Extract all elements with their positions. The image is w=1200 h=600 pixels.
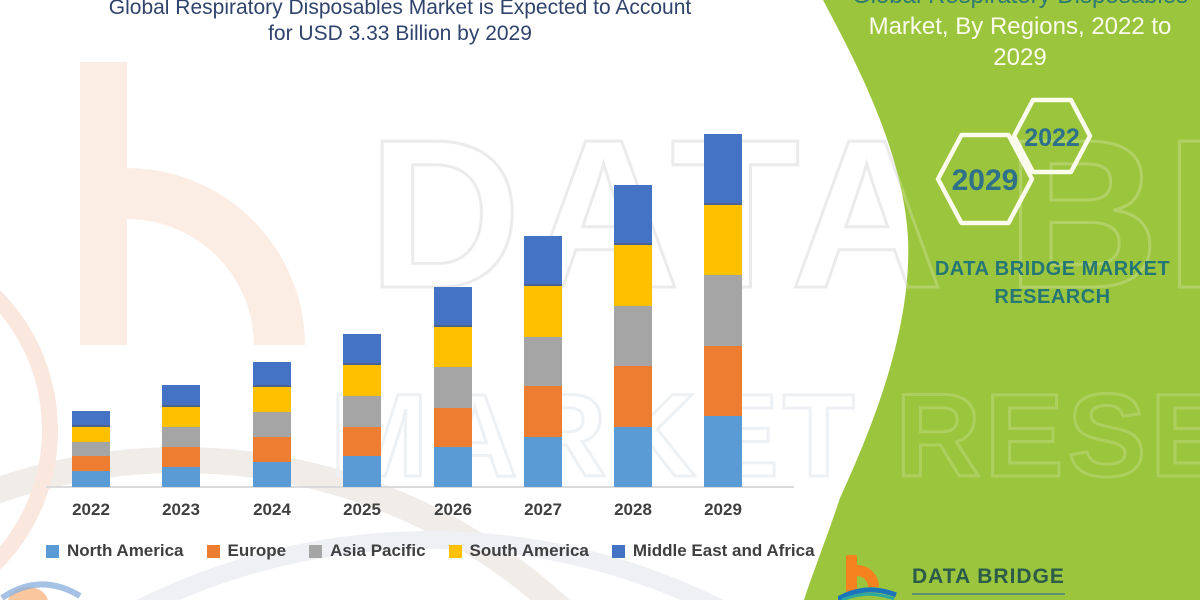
corner-logo-fragment-icon bbox=[0, 581, 82, 600]
segment-north-america-2029 bbox=[704, 415, 742, 487]
segment-north-america-2022 bbox=[72, 471, 110, 487]
segment-europe-2026 bbox=[434, 407, 472, 447]
segment-asia-pacific-2024 bbox=[253, 411, 291, 438]
footer-logo: DATA BRIDGE bbox=[838, 553, 1065, 600]
x-axis-line bbox=[46, 486, 794, 488]
segment-middle-east-and-africa-2028 bbox=[614, 184, 652, 246]
segment-asia-pacific-2028 bbox=[614, 305, 652, 367]
segment-asia-pacific-2027 bbox=[524, 336, 562, 387]
segment-north-america-2024 bbox=[253, 461, 291, 487]
legend-item-europe: Europe bbox=[206, 541, 287, 561]
segment-middle-east-and-africa-2027 bbox=[524, 235, 562, 286]
legend-swatch-icon bbox=[206, 544, 220, 558]
segment-asia-pacific-2029 bbox=[704, 275, 742, 347]
x-axis-label-2029: 2029 bbox=[704, 500, 742, 519]
segment-north-america-2023 bbox=[162, 466, 200, 487]
segment-south-america-2027 bbox=[524, 285, 562, 337]
hexagon-2029 bbox=[938, 135, 1032, 223]
x-axis-label-2027: 2027 bbox=[524, 500, 562, 519]
bar-2026 bbox=[434, 287, 472, 487]
hexagon-2029-label: 2029 bbox=[952, 164, 1019, 197]
segment-asia-pacific-2025 bbox=[343, 395, 381, 427]
segment-europe-2027 bbox=[524, 386, 562, 438]
segment-europe-2022 bbox=[72, 456, 110, 472]
segment-north-america-2028 bbox=[614, 426, 652, 487]
bar-2023 bbox=[162, 385, 200, 487]
x-axis-label-2023: 2023 bbox=[162, 500, 200, 519]
legend-item-north-america: North America bbox=[46, 541, 184, 561]
hexagon-2022 bbox=[1014, 100, 1090, 172]
page-title: Global Respiratory Disposables Market is… bbox=[0, 0, 800, 47]
arc-decoration bbox=[136, 531, 724, 600]
panel-title-line1: Global Respiratory Disposables bbox=[850, 0, 1190, 11]
data-bridge-b-watermark-icon bbox=[80, 62, 305, 345]
x-axis-label-2024: 2024 bbox=[253, 500, 291, 519]
brand-text-line2: RESEARCH bbox=[994, 286, 1111, 308]
x-axis-label-2022: 2022 bbox=[72, 500, 110, 519]
segment-north-america-2026 bbox=[434, 446, 472, 487]
legend-label: South America bbox=[469, 541, 589, 560]
brand-text-line1: DATA BRIDGE MARKET bbox=[934, 258, 1171, 280]
footer-brand-text: DATA BRIDGE bbox=[912, 565, 1065, 595]
legend-label: Europe bbox=[227, 541, 287, 560]
page-title-line2: for USD 3.33 Billion by 2029 bbox=[268, 22, 532, 45]
legend-swatch-icon bbox=[46, 544, 59, 558]
segment-south-america-2025 bbox=[343, 365, 381, 396]
panel-title: Global Respiratory Disposables Market, B… bbox=[850, 0, 1190, 73]
segment-north-america-2025 bbox=[343, 456, 381, 487]
segment-europe-2025 bbox=[343, 426, 381, 457]
segment-middle-east-and-africa-2022 bbox=[72, 410, 110, 427]
legend: North America Europe Asia Pacific South Ame… bbox=[46, 541, 815, 561]
segment-south-america-2023 bbox=[162, 406, 200, 427]
segment-south-america-2029 bbox=[704, 205, 742, 276]
panel-title-line2: Market, By Regions, 2022 to 2029 bbox=[868, 13, 1172, 71]
data-bridge-logo-icon bbox=[838, 553, 900, 600]
bar-2024 bbox=[253, 362, 291, 487]
segment-asia-pacific-2022 bbox=[72, 441, 110, 457]
hexagon-2022-label: 2022 bbox=[1024, 124, 1080, 152]
legend-swatch-icon bbox=[309, 544, 323, 558]
segment-middle-east-and-africa-2026 bbox=[434, 287, 472, 328]
arc-decoration bbox=[0, 290, 58, 570]
legend-label: North America bbox=[67, 541, 184, 560]
brand-text: DATA BRIDGE MARKET RESEARCH bbox=[905, 255, 1200, 311]
segment-south-america-2026 bbox=[434, 327, 472, 368]
segment-europe-2024 bbox=[253, 437, 291, 462]
legend-swatch-icon bbox=[611, 544, 625, 558]
bar-2022 bbox=[72, 410, 110, 487]
segment-europe-2028 bbox=[614, 366, 652, 427]
segment-middle-east-and-africa-2023 bbox=[162, 385, 200, 407]
segment-europe-2029 bbox=[704, 346, 742, 416]
legend-swatch-icon bbox=[448, 544, 462, 558]
segment-middle-east-and-africa-2029 bbox=[704, 134, 742, 206]
bar-2027 bbox=[524, 235, 562, 487]
x-axis-label-2025: 2025 bbox=[343, 500, 381, 519]
x-axis-label-2028: 2028 bbox=[614, 500, 652, 519]
legend-item-south-america: South America bbox=[448, 541, 589, 561]
bar-2029 bbox=[704, 134, 742, 487]
segment-asia-pacific-2023 bbox=[162, 426, 200, 447]
segment-south-america-2022 bbox=[72, 426, 110, 442]
bar-2025 bbox=[343, 334, 381, 487]
legend-item-middle-east-and-africa: Middle East and Africa bbox=[611, 541, 815, 561]
page-title-line1: Global Respiratory Disposables Market is… bbox=[108, 0, 692, 19]
segment-middle-east-and-africa-2024 bbox=[253, 362, 291, 388]
segment-asia-pacific-2026 bbox=[434, 367, 472, 408]
segment-middle-east-and-africa-2025 bbox=[343, 334, 381, 366]
segment-south-america-2028 bbox=[614, 245, 652, 306]
segment-north-america-2027 bbox=[524, 437, 562, 487]
segment-europe-2023 bbox=[162, 446, 200, 467]
segment-south-america-2024 bbox=[253, 387, 291, 412]
bar-2028 bbox=[614, 184, 652, 487]
legend-label: Middle East and Africa bbox=[632, 541, 815, 560]
x-axis-label-2026: 2026 bbox=[434, 500, 472, 519]
legend-label: Asia Pacific bbox=[330, 541, 426, 560]
legend-item-asia-pacific: Asia Pacific bbox=[309, 541, 426, 561]
